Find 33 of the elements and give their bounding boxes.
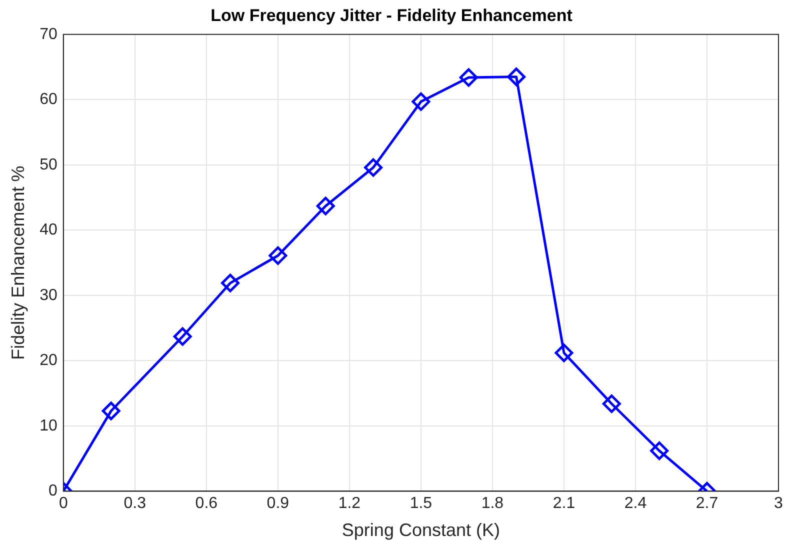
y-tick-label: 60: [40, 91, 58, 108]
y-tick-label: 40: [40, 222, 58, 239]
x-tick-label: 0.6: [195, 495, 218, 512]
x-tick-label: 0.3: [124, 495, 146, 512]
x-tick-label: 1.8: [481, 495, 504, 512]
y-tick-label: 0: [48, 482, 58, 500]
point: [412, 92, 430, 111]
point: [650, 441, 669, 460]
point: [268, 246, 288, 265]
x-tick-label: 2.1: [552, 495, 576, 512]
y-tick-label: 30: [40, 286, 58, 304]
point: [507, 68, 526, 86]
y-tick-label: 10: [40, 417, 58, 434]
x-tick-label: 0.9: [266, 495, 290, 512]
x-axis-title: Spring Constant (K): [342, 520, 500, 540]
point: [221, 274, 240, 292]
x-tick-label: 1.5: [410, 495, 432, 512]
y-axis-title: Fidelity Enhancement %: [8, 166, 28, 360]
point: [554, 344, 574, 362]
y-tick-label: 70: [40, 26, 58, 43]
x-tick-label: 2.4: [624, 495, 647, 512]
y-tick-label: 20: [40, 352, 58, 370]
point: [102, 402, 120, 420]
point: [459, 68, 478, 87]
chart-title: Low Frequency Jitter - Fidelity Enhancement: [210, 6, 573, 25]
point: [602, 394, 621, 414]
point: [364, 158, 383, 177]
y-tick-label: 50: [40, 156, 58, 174]
point: [173, 327, 192, 346]
x-tick-label: 3: [774, 495, 784, 512]
x-tick-label: 1.2: [338, 495, 361, 512]
point: [316, 196, 335, 216]
x-tick-label: 2.7: [696, 495, 718, 512]
